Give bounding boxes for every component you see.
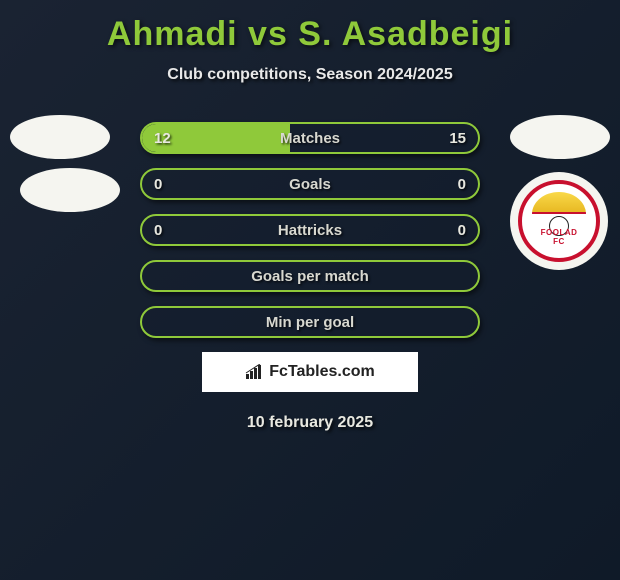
comparison-card: Ahmadi vs S. Asadbeigi Club competitions… bbox=[0, 0, 620, 580]
bars-icon bbox=[245, 364, 265, 380]
stat-row-goals-per-match: Goals per match bbox=[140, 260, 480, 292]
stat-right-value: 15 bbox=[449, 124, 466, 152]
stat-label: Goals bbox=[142, 170, 478, 198]
page-title: Ahmadi vs S. Asadbeigi bbox=[0, 15, 620, 54]
stat-right-value: 0 bbox=[458, 170, 466, 198]
subtitle: Club competitions, Season 2024/2025 bbox=[0, 66, 620, 84]
stat-label: Goals per match bbox=[142, 262, 478, 290]
logo-text: FcTables.com bbox=[269, 363, 375, 381]
player2-avatar-placeholder bbox=[510, 115, 610, 159]
stat-label: Min per goal bbox=[142, 308, 478, 336]
stat-label: Matches bbox=[142, 124, 478, 152]
club-sub: FC bbox=[553, 237, 565, 246]
stat-label: Hattricks bbox=[142, 216, 478, 244]
stats-panel: 12 Matches 15 0 Goals 0 0 Hattricks 0 Go… bbox=[140, 122, 480, 338]
player1-avatar-placeholder bbox=[10, 115, 110, 159]
date-label: 10 february 2025 bbox=[0, 414, 620, 432]
stat-row-matches: 12 Matches 15 bbox=[140, 122, 480, 154]
player2-club-badge: FOOLAD FC bbox=[510, 172, 608, 270]
source-logo: FcTables.com bbox=[202, 352, 418, 392]
player1-club-placeholder bbox=[20, 168, 120, 212]
stat-row-min-per-goal: Min per goal bbox=[140, 306, 480, 338]
stat-right-value: 0 bbox=[458, 216, 466, 244]
stat-row-goals: 0 Goals 0 bbox=[140, 168, 480, 200]
stat-row-hattricks: 0 Hattricks 0 bbox=[140, 214, 480, 246]
club-name: FOOLAD bbox=[541, 228, 578, 237]
